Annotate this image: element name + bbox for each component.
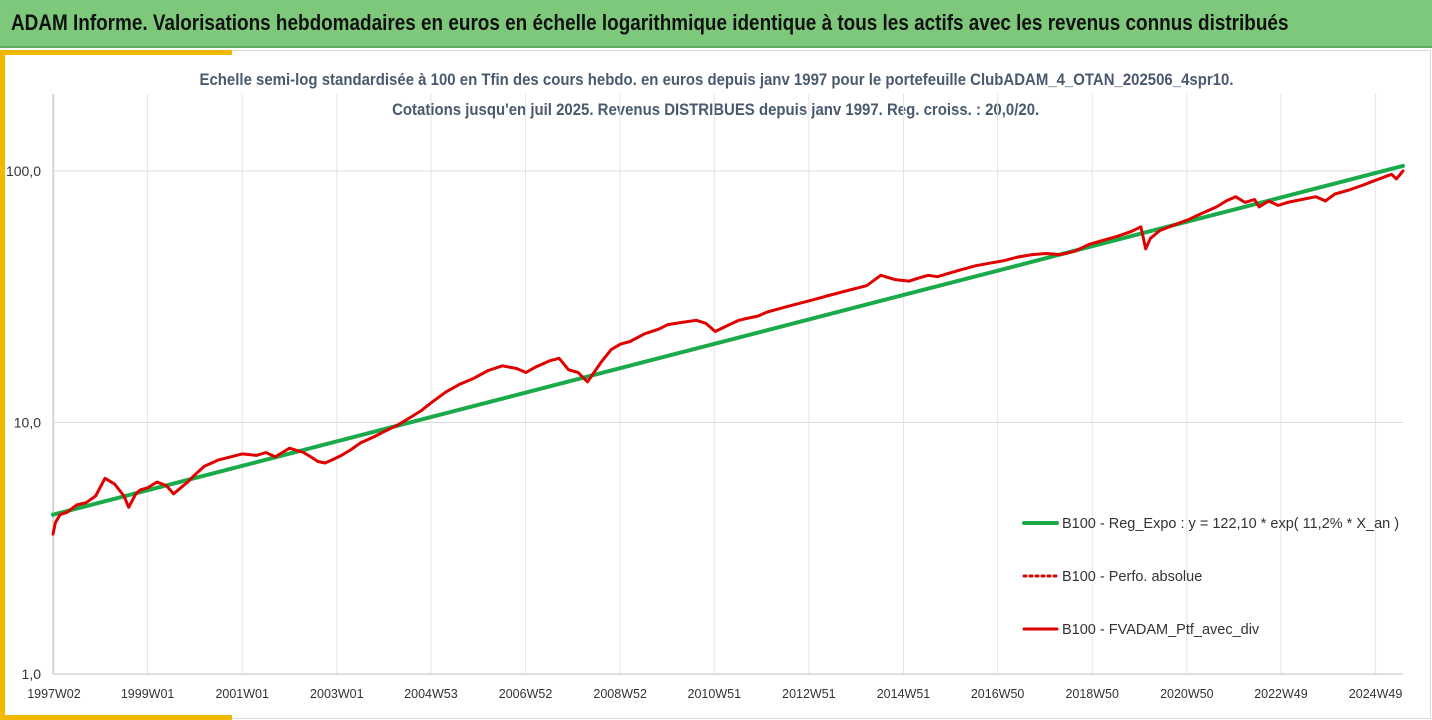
x-tick-label: 2020W50 — [1160, 687, 1214, 701]
x-tick-label: 2010W51 — [688, 687, 742, 701]
accent-bar-top — [0, 50, 232, 55]
x-tick-label: 2008W52 — [593, 687, 647, 701]
chart-title-line-1: Echelle semi-log standardisée à 100 en T… — [0, 70, 1432, 90]
x-tick-label: 2012W51 — [782, 687, 836, 701]
x-tick-label: 2003W01 — [310, 687, 364, 701]
x-tick-label: 2001W01 — [215, 687, 269, 701]
accent-bar-bottom — [0, 715, 232, 720]
chart-title: Echelle semi-log standardisée à 100 en T… — [199, 70, 1233, 89]
report-header: ADAM Informe. Valorisations hebdomadaire… — [0, 0, 1432, 48]
series-line — [51, 169, 1405, 536]
legend-label: B100 - FVADAM_Ptf_avec_div — [1062, 622, 1260, 638]
x-tick-label: 2016W50 — [971, 687, 1025, 701]
y-tick-label: 1,0 — [22, 666, 42, 682]
x-tick-label: 2014W51 — [877, 687, 931, 701]
x-tick-label: 1997W02 — [27, 687, 81, 701]
series-line — [51, 163, 1405, 517]
y-tick-label: 100,0 — [6, 163, 41, 179]
chart-subtitle: Cotations jusqu'en juil 2025. Revenus DI… — [392, 100, 1040, 119]
x-tick-label: 2024W49 — [1349, 687, 1403, 701]
chart-title-line-2: Cotations jusqu'en juil 2025. Revenus DI… — [0, 100, 1432, 120]
x-tick-label: 2022W49 — [1254, 687, 1308, 701]
x-tick-label: 1999W01 — [121, 687, 175, 701]
x-tick-label: 2006W52 — [499, 687, 553, 701]
x-tick-label: 2004W53 — [404, 687, 458, 701]
accent-bar-left — [0, 50, 5, 720]
report-title: ADAM Informe. Valorisations hebdomadaire… — [11, 10, 1289, 35]
legend-label: B100 - Perfo. absolue — [1062, 569, 1202, 585]
legend-label: B100 - Reg_Expo : y = 122,10 * exp( 11,2… — [1062, 516, 1399, 532]
y-tick-label: 10,0 — [14, 415, 41, 431]
x-tick-label: 2018W50 — [1065, 687, 1119, 701]
